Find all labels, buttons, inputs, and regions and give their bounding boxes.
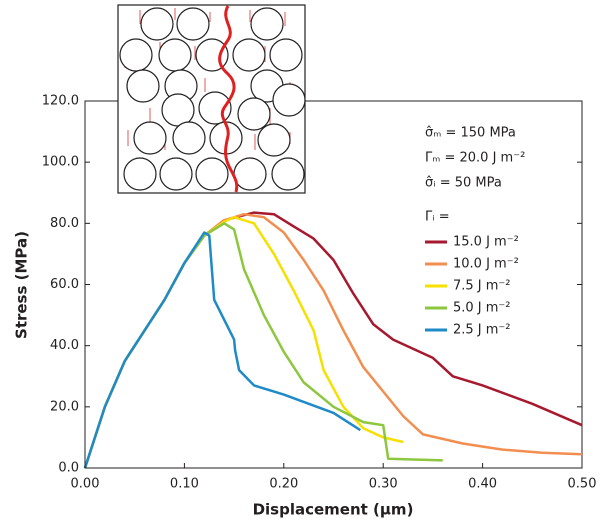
x-axis-title: Displacement (µm): [253, 501, 414, 519]
series-line: [83, 212, 583, 469]
y-tick-label: 120.0: [42, 94, 79, 109]
x-tick-label: 0.40: [468, 477, 497, 492]
x-tick-label: 0.20: [269, 477, 298, 492]
legend-title: Γᵢ =: [425, 210, 450, 225]
annotation: Γₘ = 20.0 J m⁻²: [425, 151, 525, 166]
y-tick-label: 20.0: [50, 399, 79, 414]
annotation: σ̂ᵢ = 50 MPa: [425, 176, 502, 191]
plot-area: [83, 211, 583, 469]
series-line: [83, 215, 404, 469]
x-tick-label: 0.00: [71, 477, 100, 492]
legend-label: 15.0 J m⁻²: [453, 235, 519, 250]
x-tick-label: 0.50: [568, 477, 597, 492]
y-tick-label: 0.0: [58, 461, 79, 476]
x-tick-label: 0.30: [369, 477, 398, 492]
y-tick-label: 40.0: [50, 338, 79, 353]
y-tick-label: 60.0: [50, 277, 79, 292]
legend-label: 2.5 J m⁻²: [453, 323, 511, 338]
y-tick-label: 100.0: [42, 155, 79, 170]
annotation: σ̂ₘ = 150 MPa: [425, 126, 516, 141]
series-line: [83, 231, 361, 469]
y-tick-label: 80.0: [50, 216, 79, 231]
y-axis-title: Stress (MPa): [13, 231, 31, 339]
inset-diagram: [117, 4, 306, 194]
legend-label: 5.0 J m⁻²: [453, 301, 511, 316]
series-line: [83, 222, 443, 469]
x-tick-label: 0.10: [170, 477, 199, 492]
legend-label: 10.0 J m⁻²: [453, 257, 519, 272]
legend-label: 7.5 J m⁻²: [453, 279, 511, 294]
series-line: [83, 211, 583, 469]
